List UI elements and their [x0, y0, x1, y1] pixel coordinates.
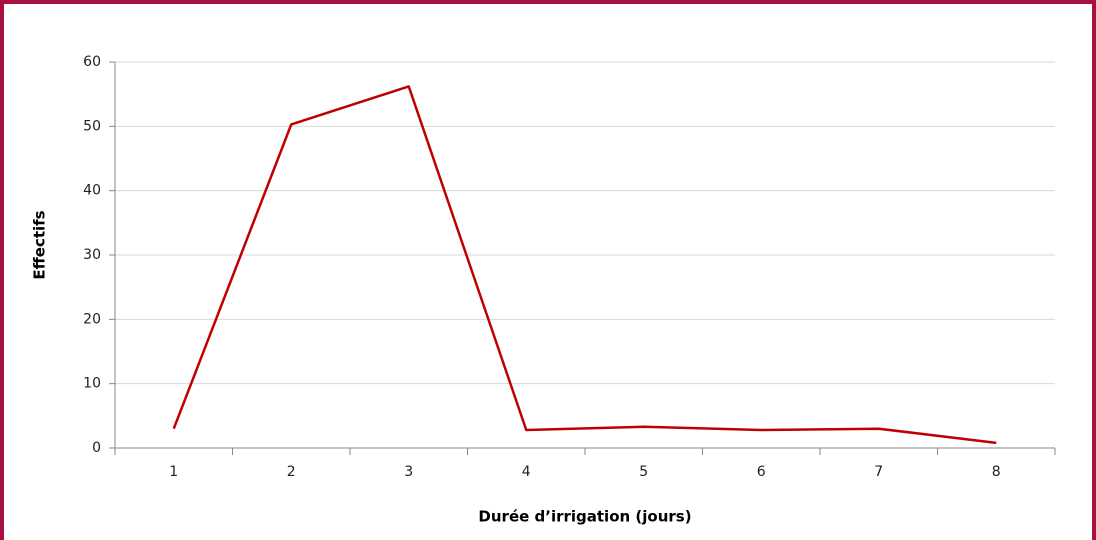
y-tick-label: 0 — [92, 440, 101, 456]
y-tick-label: 50 — [83, 118, 101, 134]
x-tick-label: 8 — [992, 464, 1001, 480]
x-tick-label: 7 — [874, 464, 883, 480]
y-tick-label: 30 — [83, 247, 101, 263]
x-axis-title: Durée d’irrigation (jours) — [478, 508, 691, 526]
line-series — [172, 85, 997, 445]
y-tick-label: 40 — [83, 183, 101, 199]
x-tick-label: 3 — [404, 464, 413, 480]
x-tick-label: 4 — [522, 464, 531, 480]
y-tick-label: 60 — [83, 54, 101, 70]
y-tick-label: 10 — [83, 376, 101, 392]
y-tick-label: 20 — [83, 311, 101, 327]
x-tick-label: 5 — [639, 464, 648, 480]
y-axis-title: Effectifs — [31, 210, 49, 279]
x-tick-label: 6 — [757, 464, 766, 480]
x-tick-label: 1 — [169, 464, 178, 480]
x-tick-label: 2 — [287, 464, 296, 480]
